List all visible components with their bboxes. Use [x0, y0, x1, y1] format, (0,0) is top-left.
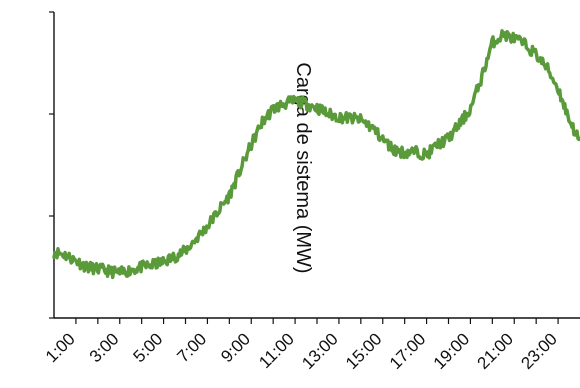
y-axis	[49, 11, 55, 319]
series-group	[52, 29, 580, 280]
x-tick-label: 5:00	[130, 329, 167, 366]
x-axis: 1:00 3:00 5:00 7:00 9:00 11:00 13:00 15:00 17:00…	[42, 317, 580, 373]
y-axis-title: Carga de sistema (MW)	[292, 62, 314, 273]
y-axis-title-group: Carga de sistema (MW)	[292, 62, 314, 273]
load-series-line	[52, 29, 580, 280]
x-tick-label: 17:00	[386, 329, 430, 373]
x-tick-label: 19:00	[430, 329, 474, 373]
x-tick-label: 7:00	[173, 329, 210, 366]
x-tick-label: 15:00	[342, 329, 386, 373]
x-tick-label: 13:00	[298, 329, 342, 373]
x-tick-label: 23:00	[517, 329, 561, 373]
x-tick-label: 1:00	[42, 329, 79, 366]
x-tick-label: 3:00	[86, 329, 123, 366]
x-tick-label: 11:00	[255, 329, 298, 372]
x-tick-label: 9:00	[217, 329, 254, 366]
x-tick-label: 21:00	[474, 329, 518, 373]
